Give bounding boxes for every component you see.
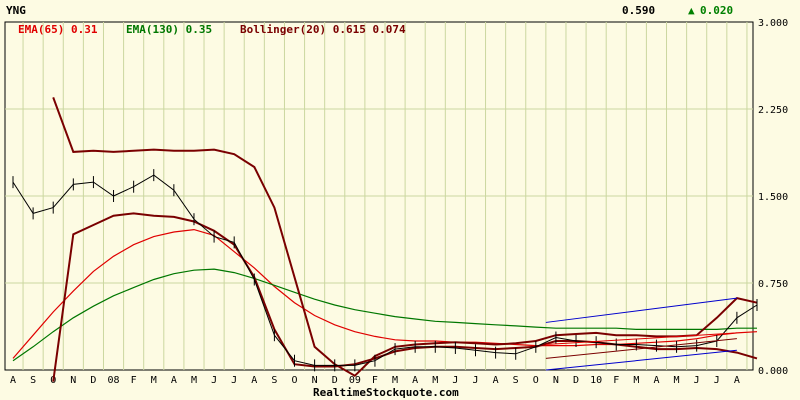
series-line-price	[12, 174, 758, 366]
y-tick-label: 2.250	[758, 105, 788, 116]
x-tick-label: 08	[108, 375, 120, 386]
x-tick-label: A	[653, 375, 659, 386]
trend-line	[545, 297, 737, 323]
series-line-bollinger-upper	[52, 97, 758, 378]
x-tick-label: O	[533, 375, 539, 386]
x-axis-ticks: A S O N D 08 F M A M J J A S O N D 09 F M A M J J A S O N D 10 F M A M J J A	[10, 375, 740, 386]
trend-line	[545, 338, 737, 359]
series-line-ema-65-0-31	[12, 228, 758, 359]
x-tick-label: F	[131, 375, 137, 386]
x-tick-label: A	[493, 375, 499, 386]
x-tick-label: F	[613, 375, 619, 386]
series-group	[12, 97, 758, 382]
legend-bollinger: Bollinger(20) 0.615 0.074	[240, 23, 406, 36]
ticker-symbol: YNG	[6, 4, 26, 17]
x-tick-label: M	[674, 375, 680, 386]
series-line-ema-130-0-35	[12, 268, 757, 362]
x-tick-label: A	[10, 375, 16, 386]
x-tick-label: J	[714, 375, 720, 386]
legend-ema130: EMA(130) 0.35	[126, 23, 213, 36]
x-tick-label: M	[392, 375, 398, 386]
x-tick-label: D	[332, 375, 338, 386]
change-arrow-icon: ▲	[688, 4, 695, 17]
y-tick-label: 3.000	[758, 18, 788, 29]
x-tick-label: S	[271, 375, 277, 386]
watermark-text: RealtimeStockquote.com	[313, 386, 459, 399]
trend-line	[545, 332, 737, 345]
trend-lines	[545, 297, 737, 371]
x-tick-label: N	[312, 375, 318, 386]
x-tick-label: A	[251, 375, 257, 386]
series-line-bollinger-lower	[52, 212, 758, 382]
x-tick-label: A	[412, 375, 418, 386]
y-axis-ticks: 3.000 2.250 1.500 0.750 0.000	[758, 18, 788, 377]
x-tick-label: M	[633, 375, 639, 386]
legend-ema65: EMA(65) 0.31	[18, 23, 98, 36]
x-tick-label: O	[291, 375, 297, 386]
y-tick-label: 1.500	[758, 192, 788, 203]
x-tick-label: J	[211, 375, 217, 386]
x-tick-label: S	[30, 375, 36, 386]
x-tick-label: D	[90, 375, 96, 386]
x-tick-label: J	[694, 375, 700, 386]
x-tick-label: N	[553, 375, 559, 386]
x-tick-label: 09	[349, 375, 361, 386]
price-change: 0.020	[700, 4, 734, 17]
trend-line	[545, 349, 737, 371]
current-price: 0.590	[622, 4, 656, 17]
x-tick-label: F	[372, 375, 378, 386]
y-tick-label: 0.750	[758, 279, 788, 290]
grid-lines	[5, 22, 753, 370]
x-tick-label: M	[432, 375, 438, 386]
x-tick-label: J	[472, 375, 478, 386]
x-tick-label: N	[70, 375, 76, 386]
x-tick-label: A	[171, 375, 177, 386]
x-tick-label: S	[513, 375, 519, 386]
x-tick-label: M	[151, 375, 157, 386]
x-tick-label: J	[231, 375, 237, 386]
y-tick-label: 0.000	[758, 366, 788, 377]
x-tick-label: M	[191, 375, 197, 386]
x-tick-label: A	[734, 375, 740, 386]
x-tick-label: J	[452, 375, 458, 386]
x-tick-label: D	[573, 375, 579, 386]
x-tick-label: 10	[590, 375, 602, 386]
